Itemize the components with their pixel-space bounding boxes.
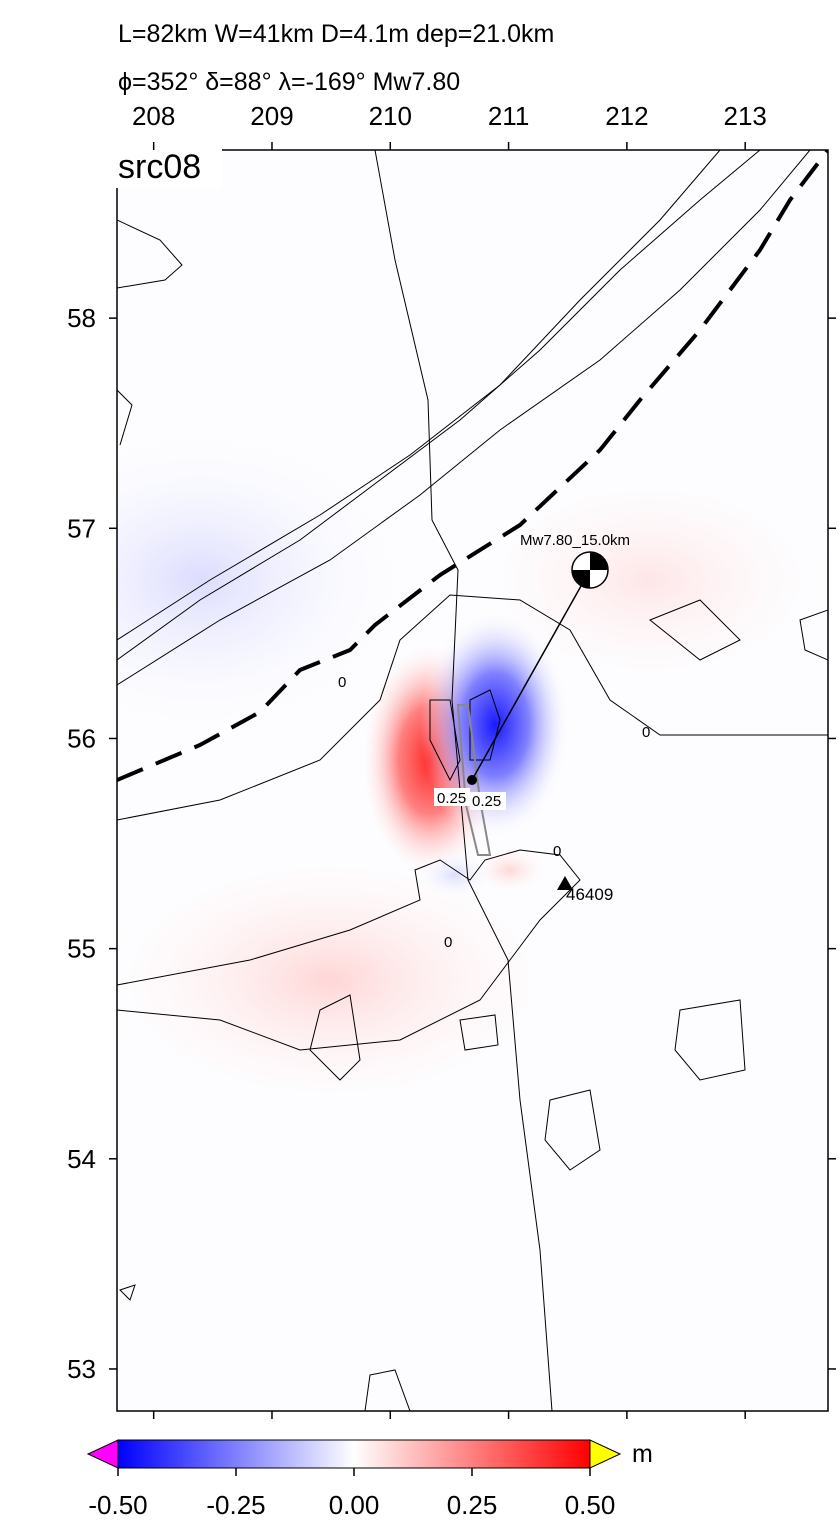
contour-label: 0 xyxy=(338,674,346,691)
title-line: ϕ=352° δ=88° λ=-169° Mw7.80 xyxy=(118,68,460,96)
colorbar-tick-label: 0.00 xyxy=(329,1490,380,1520)
contour-label: 0 xyxy=(642,724,650,741)
label-bg xyxy=(470,792,506,810)
mechanism-label: Mw7.80_15.0km xyxy=(520,532,630,549)
x-tick-label: 210 xyxy=(369,101,412,131)
x-tick-label: 208 xyxy=(132,101,175,131)
y-tick-label: 54 xyxy=(67,1144,96,1174)
panel-label: src08 xyxy=(118,148,201,186)
x-tick-label: 211 xyxy=(488,101,529,131)
station-label: 46409 xyxy=(566,885,613,904)
contour-label: 0.25 xyxy=(437,790,466,807)
contour-label: 0.25 xyxy=(472,793,501,810)
contour-label: 0 xyxy=(444,934,452,951)
contour-label: 0 xyxy=(553,843,561,860)
colorbar-tick-label: 0.50 xyxy=(565,1490,616,1520)
label-bg xyxy=(434,788,470,806)
label-bg xyxy=(112,142,222,188)
x-tick-label: 213 xyxy=(723,101,766,131)
x-tick-label: 209 xyxy=(250,101,293,131)
colorbar-unit: m xyxy=(632,1440,653,1468)
colorbar xyxy=(117,1439,591,1469)
colorbar-tick-label: -0.50 xyxy=(88,1490,147,1520)
y-tick-label: 57 xyxy=(67,513,96,543)
y-tick-label: 56 xyxy=(67,723,96,753)
colorbar-tick-label: 0.25 xyxy=(447,1490,498,1520)
x-tick-label: 212 xyxy=(605,101,648,131)
y-tick-label: 58 xyxy=(67,303,96,333)
beachball xyxy=(571,551,609,589)
colorbar-under xyxy=(86,1439,119,1469)
y-tick-label: 55 xyxy=(67,934,96,964)
title-line: L=82km W=41km D=4.1m dep=21.0km xyxy=(118,20,554,48)
colorbar-over xyxy=(589,1439,622,1469)
y-tick-label: 53 xyxy=(67,1354,96,1384)
axes: 208 209 210 211 212 213 53 54 55 56 57 58 -0.50 -0.25… xyxy=(67,101,836,1520)
map-frame xyxy=(116,149,829,1412)
colorbar-tick-label: -0.25 xyxy=(206,1490,265,1520)
map-field xyxy=(117,150,828,1411)
